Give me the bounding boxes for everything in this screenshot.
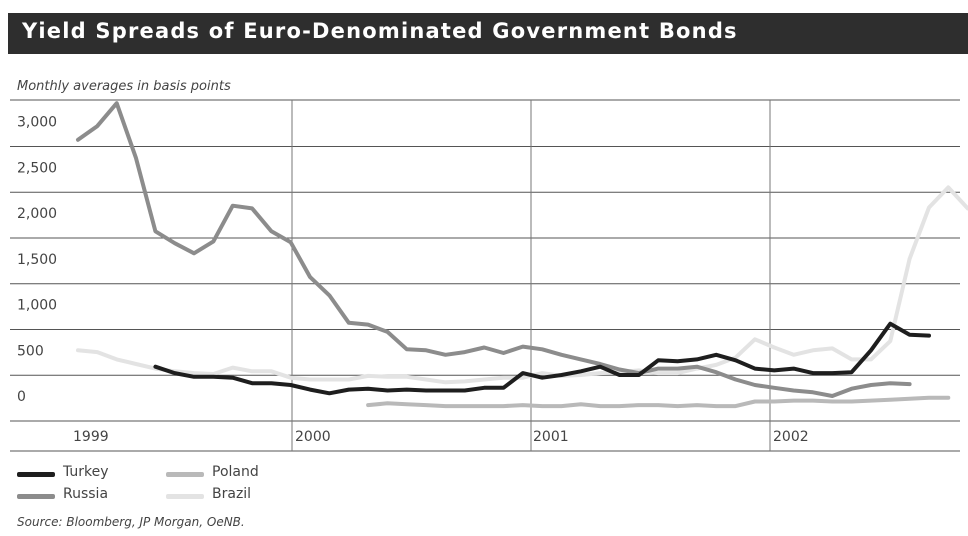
- chart-title: Yield Spreads of Euro-Denominated Govern…: [22, 19, 738, 43]
- legend-label-turkey: Turkey: [63, 464, 109, 480]
- legend-item-turkey: Turkey: [17, 464, 177, 484]
- legend-label-brazil: Brazil: [212, 486, 252, 502]
- series-line-brazil: [76, 185, 968, 385]
- x-tick-label-2001: 2001: [533, 429, 569, 445]
- legend-swatch-brazil: [166, 494, 204, 499]
- legend-label-poland: Poland: [212, 464, 259, 480]
- title-bar: Yield Spreads of Euro-Denominated Govern…: [8, 13, 968, 54]
- x-tick-label-1999: 1999: [73, 429, 109, 445]
- y-tick-label-2000: 2,000: [17, 206, 57, 222]
- series-line-russia: [76, 101, 912, 398]
- legend-swatch-poland: [166, 472, 204, 477]
- legend-item-russia: Russia: [17, 486, 177, 506]
- legend-swatch-turkey: [17, 472, 55, 477]
- legend-swatch-russia: [17, 494, 55, 499]
- legend-item-brazil: Brazil: [166, 486, 326, 506]
- series-line-poland: [366, 395, 951, 409]
- y-tick-label-1000: 1,000: [17, 298, 57, 314]
- chart-subtitle: Monthly averages in basis points: [17, 79, 231, 94]
- y-tick-label-500: 500: [17, 343, 44, 359]
- source-note: Source: Bloomberg, JP Morgan, OeNB.: [17, 515, 245, 529]
- y-tick-label-1500: 1,500: [17, 252, 57, 268]
- series-line-turkey: [153, 321, 931, 396]
- y-tick-label-2500: 2,500: [17, 160, 57, 176]
- y-tick-label-0: 0: [17, 389, 26, 405]
- x-tick-label-2000: 2000: [295, 429, 331, 445]
- legend-item-poland: Poland: [166, 464, 326, 484]
- x-tick-label-2002: 2002: [773, 429, 809, 445]
- legend-label-russia: Russia: [63, 486, 109, 502]
- y-tick-label-3000: 3,000: [17, 115, 57, 131]
